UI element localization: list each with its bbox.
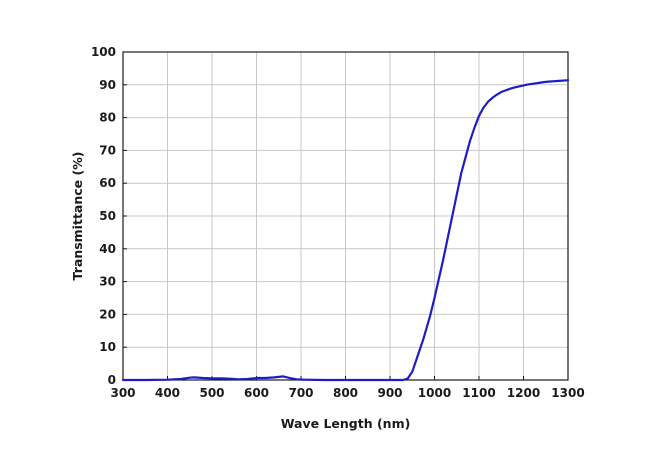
y-tick-label: 80 [99,111,116,125]
y-axis-tick-labels: 0 10 20 30 40 50 60 70 80 90 100 [91,45,116,387]
grid [123,52,568,380]
x-tick-label: 1000 [418,386,451,400]
x-tick-label: 500 [199,386,224,400]
x-axis-title: Wave Length (nm) [281,416,411,431]
y-tick-label: 70 [99,143,116,157]
y-tick-label: 20 [99,307,116,321]
y-tick-label: 10 [99,340,116,354]
x-tick-label: 800 [333,386,358,400]
x-tick-label: 1300 [551,386,584,400]
series-line [121,79,570,382]
y-axis-title: Transmittance (%) [70,152,85,281]
x-tick-label: 1100 [462,386,495,400]
x-tick-label: 400 [155,386,180,400]
y-tick-label: 60 [99,176,116,190]
y-tick-label: 0 [108,373,116,387]
y-tick-label: 50 [99,209,116,223]
x-tick-label: 600 [244,386,269,400]
y-tick-label: 100 [91,45,116,59]
x-tick-label: 300 [110,386,135,400]
y-tick-label: 90 [99,78,116,92]
x-tick-label: 1200 [507,386,540,400]
x-axis-tick-labels: 300 400 500 600 700 800 900 1000 1100 1200 1300 [110,386,584,400]
y-tick-label: 30 [99,275,116,289]
series-group [121,79,570,382]
x-tick-label: 700 [288,386,313,400]
x-tick-label: 900 [377,386,402,400]
y-tick-label: 40 [99,242,116,256]
